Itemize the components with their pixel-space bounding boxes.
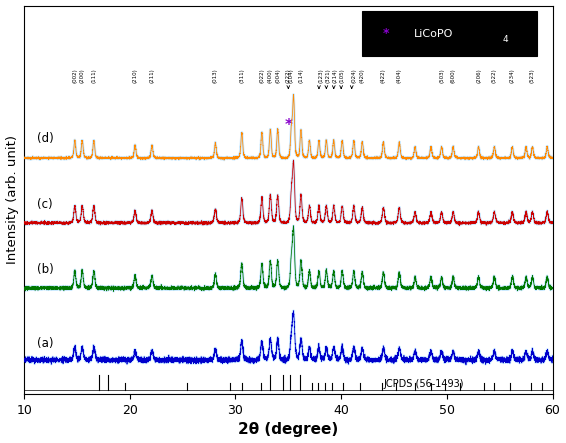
Y-axis label: Intensity (arb. unit): Intensity (arb. unit)	[6, 136, 19, 264]
Text: (522): (522)	[492, 68, 497, 83]
Text: (600): (600)	[451, 68, 456, 83]
Text: (404): (404)	[397, 68, 402, 83]
FancyBboxPatch shape	[362, 12, 537, 56]
Text: (503): (503)	[439, 68, 444, 83]
Text: (234): (234)	[510, 68, 515, 83]
Text: (002): (002)	[72, 68, 78, 83]
Text: (211): (211)	[149, 68, 155, 83]
Text: (114): (114)	[298, 68, 303, 83]
Text: (013): (013)	[213, 68, 218, 83]
Text: (200): (200)	[80, 68, 85, 83]
Text: (111): (111)	[91, 68, 96, 83]
X-axis label: 2θ (degree): 2θ (degree)	[238, 423, 338, 437]
Text: *: *	[284, 118, 292, 133]
Text: (420): (420)	[360, 68, 365, 83]
Text: (b): (b)	[37, 263, 54, 276]
Text: (104): (104)	[289, 68, 294, 83]
Text: 4: 4	[502, 35, 508, 44]
Text: (523): (523)	[530, 68, 535, 83]
Text: (214): (214)	[332, 68, 337, 83]
Text: *: *	[383, 27, 389, 40]
Text: (123): (123)	[319, 68, 324, 83]
Text: (022): (022)	[259, 68, 264, 83]
Text: (024): (024)	[351, 68, 357, 83]
Text: (422): (422)	[381, 68, 386, 83]
Text: (222): (222)	[286, 68, 291, 83]
Text: (c): (c)	[37, 198, 53, 210]
Text: (a): (a)	[37, 337, 53, 350]
Text: JCPDS (56-1493): JCPDS (56-1493)	[383, 379, 464, 389]
Text: (311): (311)	[239, 68, 245, 83]
Text: (210): (210)	[132, 68, 138, 83]
Text: (206): (206)	[476, 68, 481, 83]
Text: (321): (321)	[326, 68, 331, 83]
Text: (105): (105)	[340, 68, 345, 83]
Text: (004): (004)	[275, 68, 280, 83]
Text: (d): (d)	[37, 132, 54, 145]
Text: LiCoPO: LiCoPO	[414, 29, 453, 39]
Text: (400): (400)	[268, 68, 273, 83]
